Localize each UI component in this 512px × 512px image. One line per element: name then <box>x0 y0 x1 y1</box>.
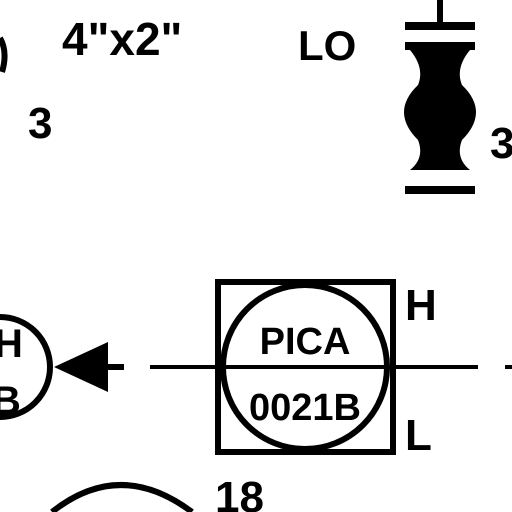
left-bubble-circle <box>0 314 53 420</box>
bottom-partial-bubble <box>50 482 194 512</box>
instrument-tag-bottom: 0021B <box>249 387 361 429</box>
pipe-size-label: 4"x2" <box>62 13 182 65</box>
left-bubble-top-text: H <box>0 322 23 366</box>
arrow-head <box>54 342 108 392</box>
low-alarm-label: L <box>405 411 432 460</box>
partial-glyph-left-edge <box>0 36 8 73</box>
valve-actuator-symbol <box>404 0 476 194</box>
instrument-box <box>215 279 396 455</box>
valve-bottom-bar <box>405 186 475 194</box>
arrow-tail <box>108 364 124 370</box>
high-alarm-label: H <box>405 281 437 330</box>
left-instrument-bubble: H B <box>0 314 53 423</box>
lo-label: LO <box>298 22 356 69</box>
number-3-right: 3 <box>490 119 512 168</box>
valve-top-bar-2 <box>405 42 475 50</box>
pica-instrument: PICA 0021B <box>215 279 396 455</box>
left-bubble-bottom-text: B <box>0 379 21 423</box>
number-3-left: 3 <box>28 99 52 148</box>
flow-arrow <box>54 342 124 392</box>
instrument-tag-top: PICA <box>260 321 351 363</box>
valve-body <box>404 50 476 170</box>
number-18-label: 18 <box>215 473 264 512</box>
instrument-circle <box>220 282 390 452</box>
valve-top-bar-1 <box>405 22 475 30</box>
